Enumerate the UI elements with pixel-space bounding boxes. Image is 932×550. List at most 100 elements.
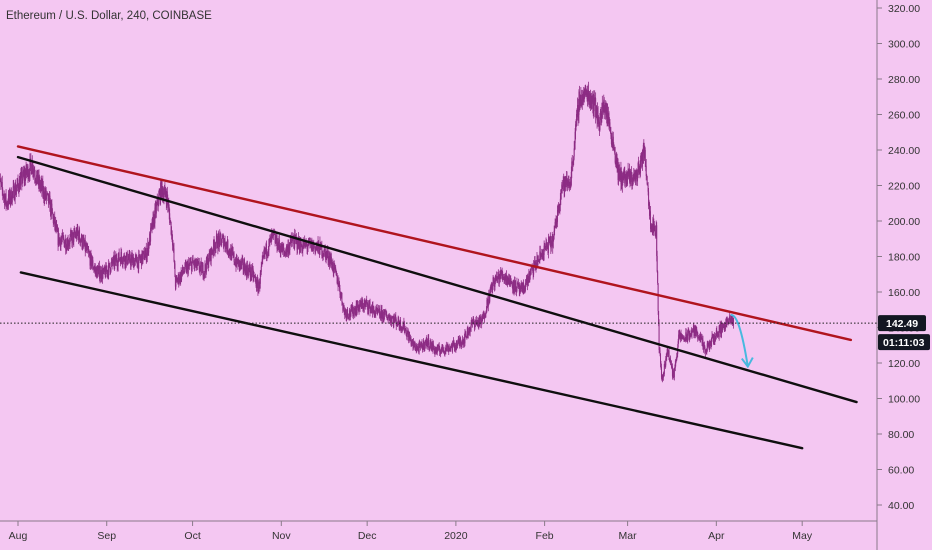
candle-body (561, 184, 563, 193)
candle-body (539, 251, 541, 262)
candle-body (109, 263, 111, 268)
candle-body (319, 242, 321, 255)
candle-body (1, 182, 3, 190)
trendlines (16, 145, 858, 450)
candle-body (0, 178, 1, 182)
candle-body (335, 270, 337, 276)
candle-body (473, 319, 475, 324)
candle-body (126, 252, 128, 264)
candle-body (568, 181, 570, 188)
candle-body (97, 270, 99, 277)
candle-body (571, 161, 573, 172)
candle-body (376, 307, 378, 312)
candle-body (610, 131, 612, 137)
candle-body (231, 248, 233, 251)
candle-body (125, 256, 127, 265)
candle-body (327, 250, 329, 261)
trendline (16, 145, 853, 342)
candle-body (713, 334, 715, 341)
candle-body (84, 239, 86, 252)
candle-body (602, 109, 604, 113)
candle-body (711, 337, 713, 346)
candle-body (68, 244, 70, 247)
candle-body (361, 300, 363, 309)
candle-body (65, 248, 67, 250)
candle-body (696, 329, 698, 334)
candle-body (348, 316, 350, 318)
candle-body (700, 333, 702, 340)
candle-body (89, 254, 91, 256)
candle-body (589, 94, 591, 99)
candle-body (196, 261, 198, 266)
candle-body (706, 351, 708, 353)
candle-body (554, 227, 556, 231)
candle-body (74, 230, 76, 236)
candle-body (395, 316, 397, 320)
candle-body (183, 271, 185, 273)
candle-body (706, 343, 708, 352)
candle-body (638, 168, 640, 171)
candle-body (729, 315, 731, 321)
candle-body (148, 242, 150, 253)
projection-path (730, 314, 749, 367)
candle-body (246, 265, 248, 273)
candle-body (90, 253, 92, 255)
candle-body (290, 238, 292, 242)
candle-body (495, 275, 497, 277)
candle-body (461, 342, 463, 344)
candle-body (627, 169, 629, 178)
candle-body (424, 341, 426, 346)
candle-body (540, 253, 542, 256)
candle-body (464, 332, 466, 344)
candle-body (318, 245, 320, 254)
candle-body (544, 246, 546, 250)
candle-body (267, 250, 269, 253)
candle-body (257, 289, 259, 293)
candle-body (196, 265, 198, 268)
candle-body (289, 237, 291, 245)
candle-body (437, 345, 439, 351)
candle-body (548, 238, 550, 240)
candle-body (247, 268, 249, 276)
candle-body (619, 179, 621, 181)
candle-body (12, 186, 14, 193)
candle-body (650, 211, 652, 229)
candle-body (186, 264, 188, 273)
price-series (0, 81, 734, 383)
candle-body (214, 246, 216, 251)
y-tick-label: 220.00 (888, 181, 920, 193)
candle-body (508, 274, 510, 285)
candle-body (466, 337, 468, 339)
candle-body (695, 327, 697, 336)
candle-body (256, 279, 258, 289)
candle-body (368, 304, 370, 306)
candle-body (150, 226, 152, 228)
candle-body (16, 187, 18, 191)
candle-body (283, 251, 285, 254)
candle-body (161, 181, 163, 188)
candle-body (163, 194, 165, 200)
candle-body (178, 274, 180, 284)
candle-body (264, 249, 266, 254)
candle-body (184, 263, 186, 265)
candle-body (442, 347, 444, 352)
y-tick-label: 200.00 (888, 216, 920, 228)
candle-body (282, 245, 284, 250)
candle-body (56, 225, 58, 227)
candle-body (60, 240, 62, 247)
candle-body (168, 203, 170, 208)
candle-body (178, 280, 180, 284)
candle-body (199, 267, 201, 272)
candle-body (365, 302, 367, 303)
candle-body (16, 184, 18, 188)
candle-body (50, 203, 52, 216)
candle-body (670, 363, 672, 368)
candle-body (515, 290, 517, 292)
y-axis-ticks: 320.00 300.00 280.00 260.00 240.00 220.00 200.… (877, 3, 920, 512)
candle-body (654, 230, 656, 236)
candle-body (554, 222, 556, 228)
candle-body (360, 300, 362, 305)
candle-body (243, 269, 245, 271)
candle-body (461, 343, 463, 347)
